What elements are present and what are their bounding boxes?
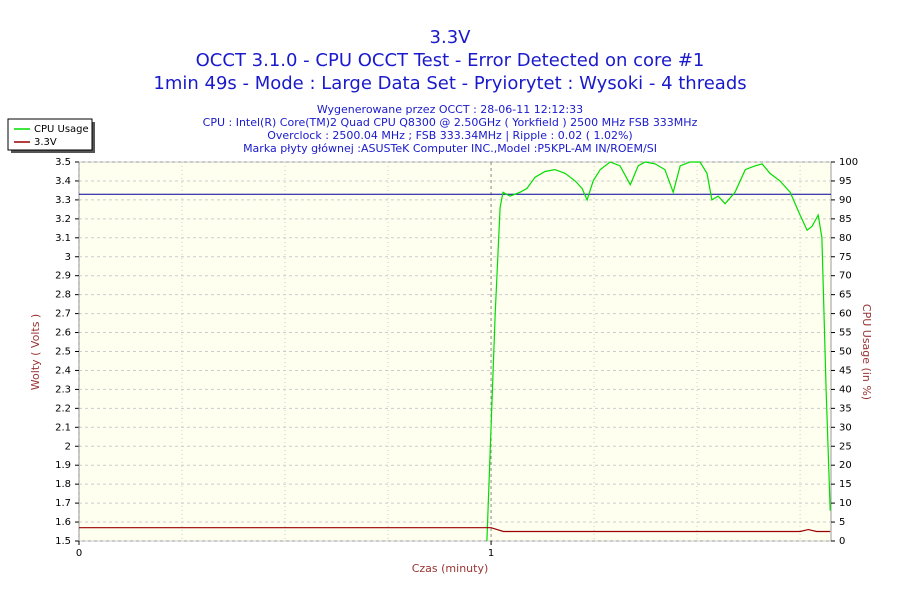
y-tick-label: 1.7 <box>55 498 71 509</box>
y-tick-label: 3.3 <box>55 195 71 206</box>
plot-area <box>78 161 832 542</box>
y2-tick-label: 40 <box>839 384 852 395</box>
y-tick-label: 2.2 <box>55 403 71 414</box>
y-tick-label: 2.4 <box>55 365 71 376</box>
legend <box>7 118 93 151</box>
y-tick-label: 2.8 <box>55 290 71 301</box>
chart-title: 3.3V <box>430 27 472 48</box>
y-axis-label: Wolty ( Volts ) <box>29 314 42 390</box>
y2-tick-label: 45 <box>839 365 852 376</box>
y2-tick-label: 10 <box>839 498 852 509</box>
y-tick-label: 2.3 <box>55 384 71 395</box>
y-tick-label: 2 <box>65 441 71 452</box>
y-tick-label: 1.8 <box>55 479 71 490</box>
y-tick-label: 3.4 <box>55 176 71 187</box>
y2-tick-label: 35 <box>839 403 852 414</box>
y2-tick-label: 95 <box>839 176 852 187</box>
x-axis-label: Czas (minuty) <box>412 562 489 575</box>
y2-tick-label: 65 <box>839 290 852 301</box>
y2-axis-label: CPU Usage (in %) <box>860 304 873 400</box>
y2-tick-label: 85 <box>839 214 852 225</box>
series-line <box>486 161 831 542</box>
y2-tick-label: 80 <box>839 233 852 244</box>
y-tick-label: 1.5 <box>55 536 71 547</box>
y-tick-label: 2.7 <box>55 309 71 320</box>
y-tick-label: 3.1 <box>55 233 71 244</box>
y-tick-label: 2.5 <box>55 347 71 358</box>
y-tick-label: 1.6 <box>55 517 71 528</box>
y2-tick-label: 20 <box>839 460 852 471</box>
info: Wygenerowane przez OCCT : 28-06-11 12:12… <box>317 103 583 116</box>
y-tick-label: 2.1 <box>55 422 71 433</box>
legend-label: 3.3V <box>34 137 57 148</box>
y2-tick-label: 100 <box>839 157 858 168</box>
subtitle: OCCT 3.1.0 - CPU OCCT Test - Error Detec… <box>196 50 705 71</box>
info: Overclock : 2500.04 MHz ; FSB 333.34MHz … <box>267 129 632 142</box>
info: CPU : Intel(R) Core(TM)2 Quad CPU Q8300 … <box>203 116 698 129</box>
y2-tick-label: 5 <box>839 517 845 528</box>
x-tick-label: 0 <box>76 548 82 559</box>
y2-tick-label: 15 <box>839 479 852 490</box>
legend-label: CPU Usage <box>34 124 89 135</box>
y-tick-label: 3.2 <box>55 214 71 225</box>
y2-tick-label: 30 <box>839 422 852 433</box>
y-tick-label: 1.9 <box>55 460 71 471</box>
y2-tick-label: 75 <box>839 252 852 263</box>
y2-tick-label: 60 <box>839 309 852 320</box>
info: Marka płyty głównej :ASUSTeK Computer IN… <box>243 142 657 155</box>
y2-tick-label: 0 <box>839 536 845 547</box>
y2-tick-label: 50 <box>839 347 852 358</box>
y-tick-label: 3.5 <box>55 157 71 168</box>
y2-tick-label: 70 <box>839 271 852 282</box>
subtitle: 1min 49s - Mode : Large Data Set - Pryio… <box>153 73 746 94</box>
y2-tick-label: 55 <box>839 328 852 339</box>
series-line <box>79 527 831 533</box>
y-tick-label: 3 <box>65 252 71 263</box>
y-tick-label: 2.9 <box>55 271 71 282</box>
y-tick-label: 2.6 <box>55 328 71 339</box>
x-tick-label: 1 <box>488 548 494 559</box>
y2-tick-label: 90 <box>839 195 852 206</box>
y2-tick-label: 25 <box>839 441 852 452</box>
